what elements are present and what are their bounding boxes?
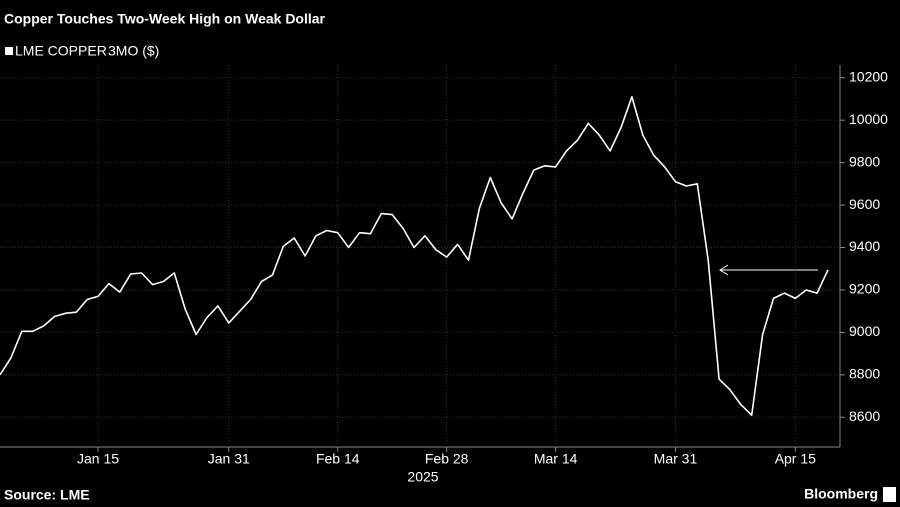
unit-label: 3MO ($) — [108, 43, 159, 59]
x-tick-label: Jan 15 — [77, 451, 119, 467]
y-tick-label: 9400 — [849, 238, 880, 254]
x-tick-label: Mar 31 — [654, 451, 698, 467]
legend-swatch — [5, 47, 13, 55]
source: Source: LME — [4, 487, 90, 503]
legend-label: LME COPPER — [15, 43, 107, 59]
x-tick-label: Mar 14 — [534, 451, 578, 467]
annotation-arrow-head — [719, 264, 729, 276]
x-tick-label: Apr 15 — [775, 451, 816, 467]
y-tick-label: 10000 — [849, 111, 888, 127]
x-tick-label: Feb 14 — [316, 451, 360, 467]
y-tick-label: 9600 — [849, 196, 880, 212]
brand-icon — [883, 487, 896, 502]
y-tick-label: 8800 — [849, 366, 880, 382]
x-tick-label: Feb 28 — [425, 451, 469, 467]
y-tick-label: 8600 — [849, 408, 880, 424]
y-tick-label: 9000 — [849, 323, 880, 339]
x-year-label: 2025 — [407, 469, 438, 485]
brand: Bloomberg — [804, 486, 878, 502]
y-tick-label: 9800 — [849, 153, 880, 169]
x-tick-label: Jan 31 — [208, 451, 250, 467]
series-line — [0, 96, 829, 416]
y-tick-label: 9200 — [849, 281, 880, 297]
y-tick-label: 10200 — [849, 68, 888, 84]
chart-title: Copper Touches Two-Week High on Weak Dol… — [4, 11, 326, 27]
